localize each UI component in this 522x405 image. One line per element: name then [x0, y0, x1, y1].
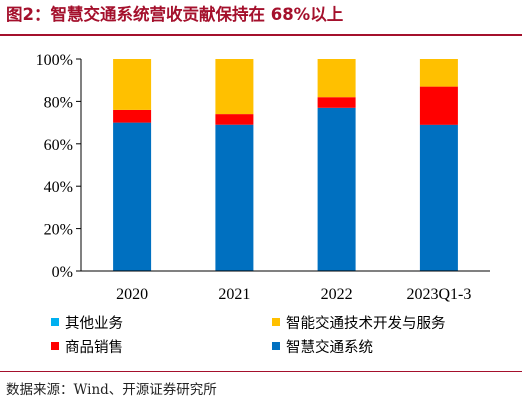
bar-2020-series-3: [113, 59, 152, 110]
x-tick-label: 2022: [321, 286, 353, 303]
legend-swatch: [51, 318, 59, 326]
bar-2020-series-0: [113, 122, 152, 271]
bar-2021-series-2: [215, 114, 254, 125]
y-tick-label: 60%: [44, 137, 73, 154]
legend-label: 智能交通技术开发与服务: [286, 314, 446, 332]
source-rule: [0, 371, 522, 372]
legend-swatch: [272, 318, 280, 326]
y-tick-label: 20%: [44, 222, 73, 239]
legend-swatch: [272, 342, 280, 350]
bars-group: [113, 59, 458, 271]
bar-2023Q1-3-series-0: [419, 124, 458, 271]
y-tick-label: 40%: [44, 179, 73, 196]
x-tick-label: 2020: [116, 286, 148, 303]
bar-2022-series-2: [317, 97, 356, 108]
y-tick-label: 80%: [44, 94, 73, 111]
chart-title: 图2：智慧交通系统营收贡献保持在 68%以上: [6, 5, 344, 24]
bar-2022-series-0: [317, 107, 356, 271]
axes-group: 2020 2021 2022 2023Q1-3 0% 20% 40% 60% 80% 100%: [36, 52, 490, 303]
bar-2022-series-3: [317, 59, 356, 98]
legend-swatch: [51, 342, 59, 350]
x-tick-label: 2023Q1-3: [406, 286, 471, 303]
bar-2021-series-0: [215, 124, 254, 271]
x-tick-label: 2021: [218, 286, 250, 303]
y-tick-label: 100%: [36, 52, 73, 69]
legend-label: 智慧交通系统: [286, 338, 373, 356]
bar-2023Q1-3-series-3: [419, 59, 458, 87]
stacked-bar-chart: 2020 2021 2022 2023Q1-3 0% 20% 40% 60% 80% 100% 其…: [36, 52, 490, 356]
bar-2021-series-3: [215, 59, 254, 115]
bar-2020-series-2: [113, 109, 152, 123]
legend-label: 其他业务: [65, 315, 123, 332]
y-tick-label: 0%: [52, 264, 73, 281]
bar-2023Q1-3-series-2: [419, 86, 458, 125]
source-note: 数据来源：Wind、开源证券研究所: [6, 382, 217, 398]
title-rule: [0, 34, 522, 36]
legend-label: 商品销售: [65, 339, 123, 356]
